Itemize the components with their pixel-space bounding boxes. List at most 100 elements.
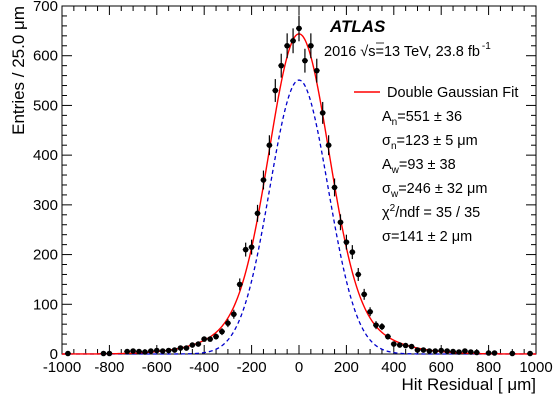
data-point (154, 347, 160, 354)
data-point (195, 341, 202, 347)
fit-parameter: σ=141 ± 2 μm (382, 229, 472, 245)
x-tick-label: 800 (476, 359, 501, 376)
data-point (438, 347, 445, 354)
energy-label: 2016 √s=13 TeV, 23.8 fb -1 (324, 41, 491, 60)
experiment-label: ATLAS (329, 17, 386, 36)
data-point (432, 348, 439, 354)
data-point (325, 142, 332, 148)
data-point (373, 322, 379, 328)
data-point (313, 67, 320, 74)
data-point (367, 308, 373, 315)
data-point (450, 348, 456, 355)
x-tick-label: 1000 (519, 359, 552, 376)
data-point (462, 348, 468, 354)
data-point (159, 348, 166, 354)
data-point (225, 320, 231, 326)
x-tick-label: 600 (429, 359, 454, 376)
data-point (391, 341, 397, 347)
data-point (100, 350, 107, 357)
data-point (142, 349, 148, 355)
data-point (242, 246, 249, 253)
narrow-gaussian-curve (62, 79, 536, 355)
data-point (302, 57, 308, 64)
fit-parameter: σn=123 ± 5 μm (382, 133, 478, 152)
x-tick-label: 0 (295, 359, 303, 376)
data-point (124, 348, 130, 355)
y-tick-label: 700 (33, 0, 58, 15)
data-point (331, 184, 338, 191)
y-tick-label: 600 (33, 48, 58, 65)
data-point (296, 25, 302, 32)
data-point (361, 291, 367, 298)
data-point (231, 311, 237, 318)
data-point (319, 110, 326, 116)
data-point (491, 350, 498, 356)
x-tick-label: -400 (189, 359, 219, 376)
data-point (254, 210, 261, 217)
data-point (148, 348, 154, 354)
data-point (171, 347, 178, 353)
y-axis: 0 100 200 300 400 500 600 700 (33, 0, 536, 363)
x-tick-label: -1000 (43, 359, 81, 376)
fit-parameter: χ2/ndf = 35 / 35 (382, 203, 480, 221)
data-point (219, 328, 225, 335)
fit-parameter: An=551 ± 36 (382, 109, 462, 128)
x-tick-label: 400 (381, 359, 406, 376)
fit-parameter: σw=246 ± 32 μm (382, 181, 487, 200)
y-tick-label: 100 (33, 296, 58, 313)
data-point (509, 350, 516, 357)
data-point (468, 349, 474, 355)
y-tick-label: 500 (33, 97, 58, 114)
data-point (165, 347, 172, 354)
data-point (130, 348, 136, 354)
data-point (379, 323, 385, 330)
data-point (290, 38, 296, 44)
data-point (473, 349, 480, 356)
data-point (136, 348, 142, 355)
x-tick-label: -800 (94, 359, 124, 376)
data-point (65, 350, 71, 357)
data-point (260, 177, 267, 183)
x-tick-label: -200 (237, 359, 267, 376)
data-point (266, 142, 273, 148)
data-point (278, 62, 285, 69)
data-point (183, 345, 190, 351)
data-point (485, 350, 492, 356)
data-point (201, 336, 207, 342)
data-point (426, 348, 433, 354)
data-point (189, 342, 196, 348)
data-point (207, 336, 213, 342)
fit-parameter-list: An=551 ± 36 σn=123 ± 5 μm Aw=93 ± 38 σw=246… (382, 109, 487, 245)
data-point (385, 333, 391, 340)
data-point (444, 348, 450, 354)
y-tick-label: 0 (50, 346, 58, 363)
data-point (337, 219, 344, 226)
data-point (308, 42, 314, 49)
y-tick-label: 300 (33, 197, 58, 214)
data-point (456, 349, 462, 355)
data-point (527, 350, 533, 357)
data-point (248, 244, 255, 250)
data-point (408, 343, 415, 350)
data-points (64, 15, 534, 357)
x-axis-label: Hit Residual [ μm] (402, 375, 537, 394)
x-tick-label: 200 (334, 359, 359, 376)
data-point (414, 347, 421, 353)
fit-parameter: Aw=93 ± 38 (382, 157, 456, 176)
data-point (272, 87, 279, 94)
data-point (355, 271, 362, 278)
data-point (343, 239, 350, 245)
y-tick-label: 400 (33, 147, 58, 164)
data-point (284, 42, 290, 49)
y-tick-label: 200 (33, 247, 58, 264)
data-point (236, 281, 243, 288)
x-tick-label: -600 (142, 359, 172, 376)
data-point (177, 345, 184, 351)
data-point (420, 347, 427, 353)
data-point (402, 342, 409, 349)
y-axis-label: Entries / 25.0 μm (9, 6, 28, 135)
data-point (106, 350, 113, 357)
data-point (213, 333, 219, 340)
data-point (349, 249, 356, 255)
